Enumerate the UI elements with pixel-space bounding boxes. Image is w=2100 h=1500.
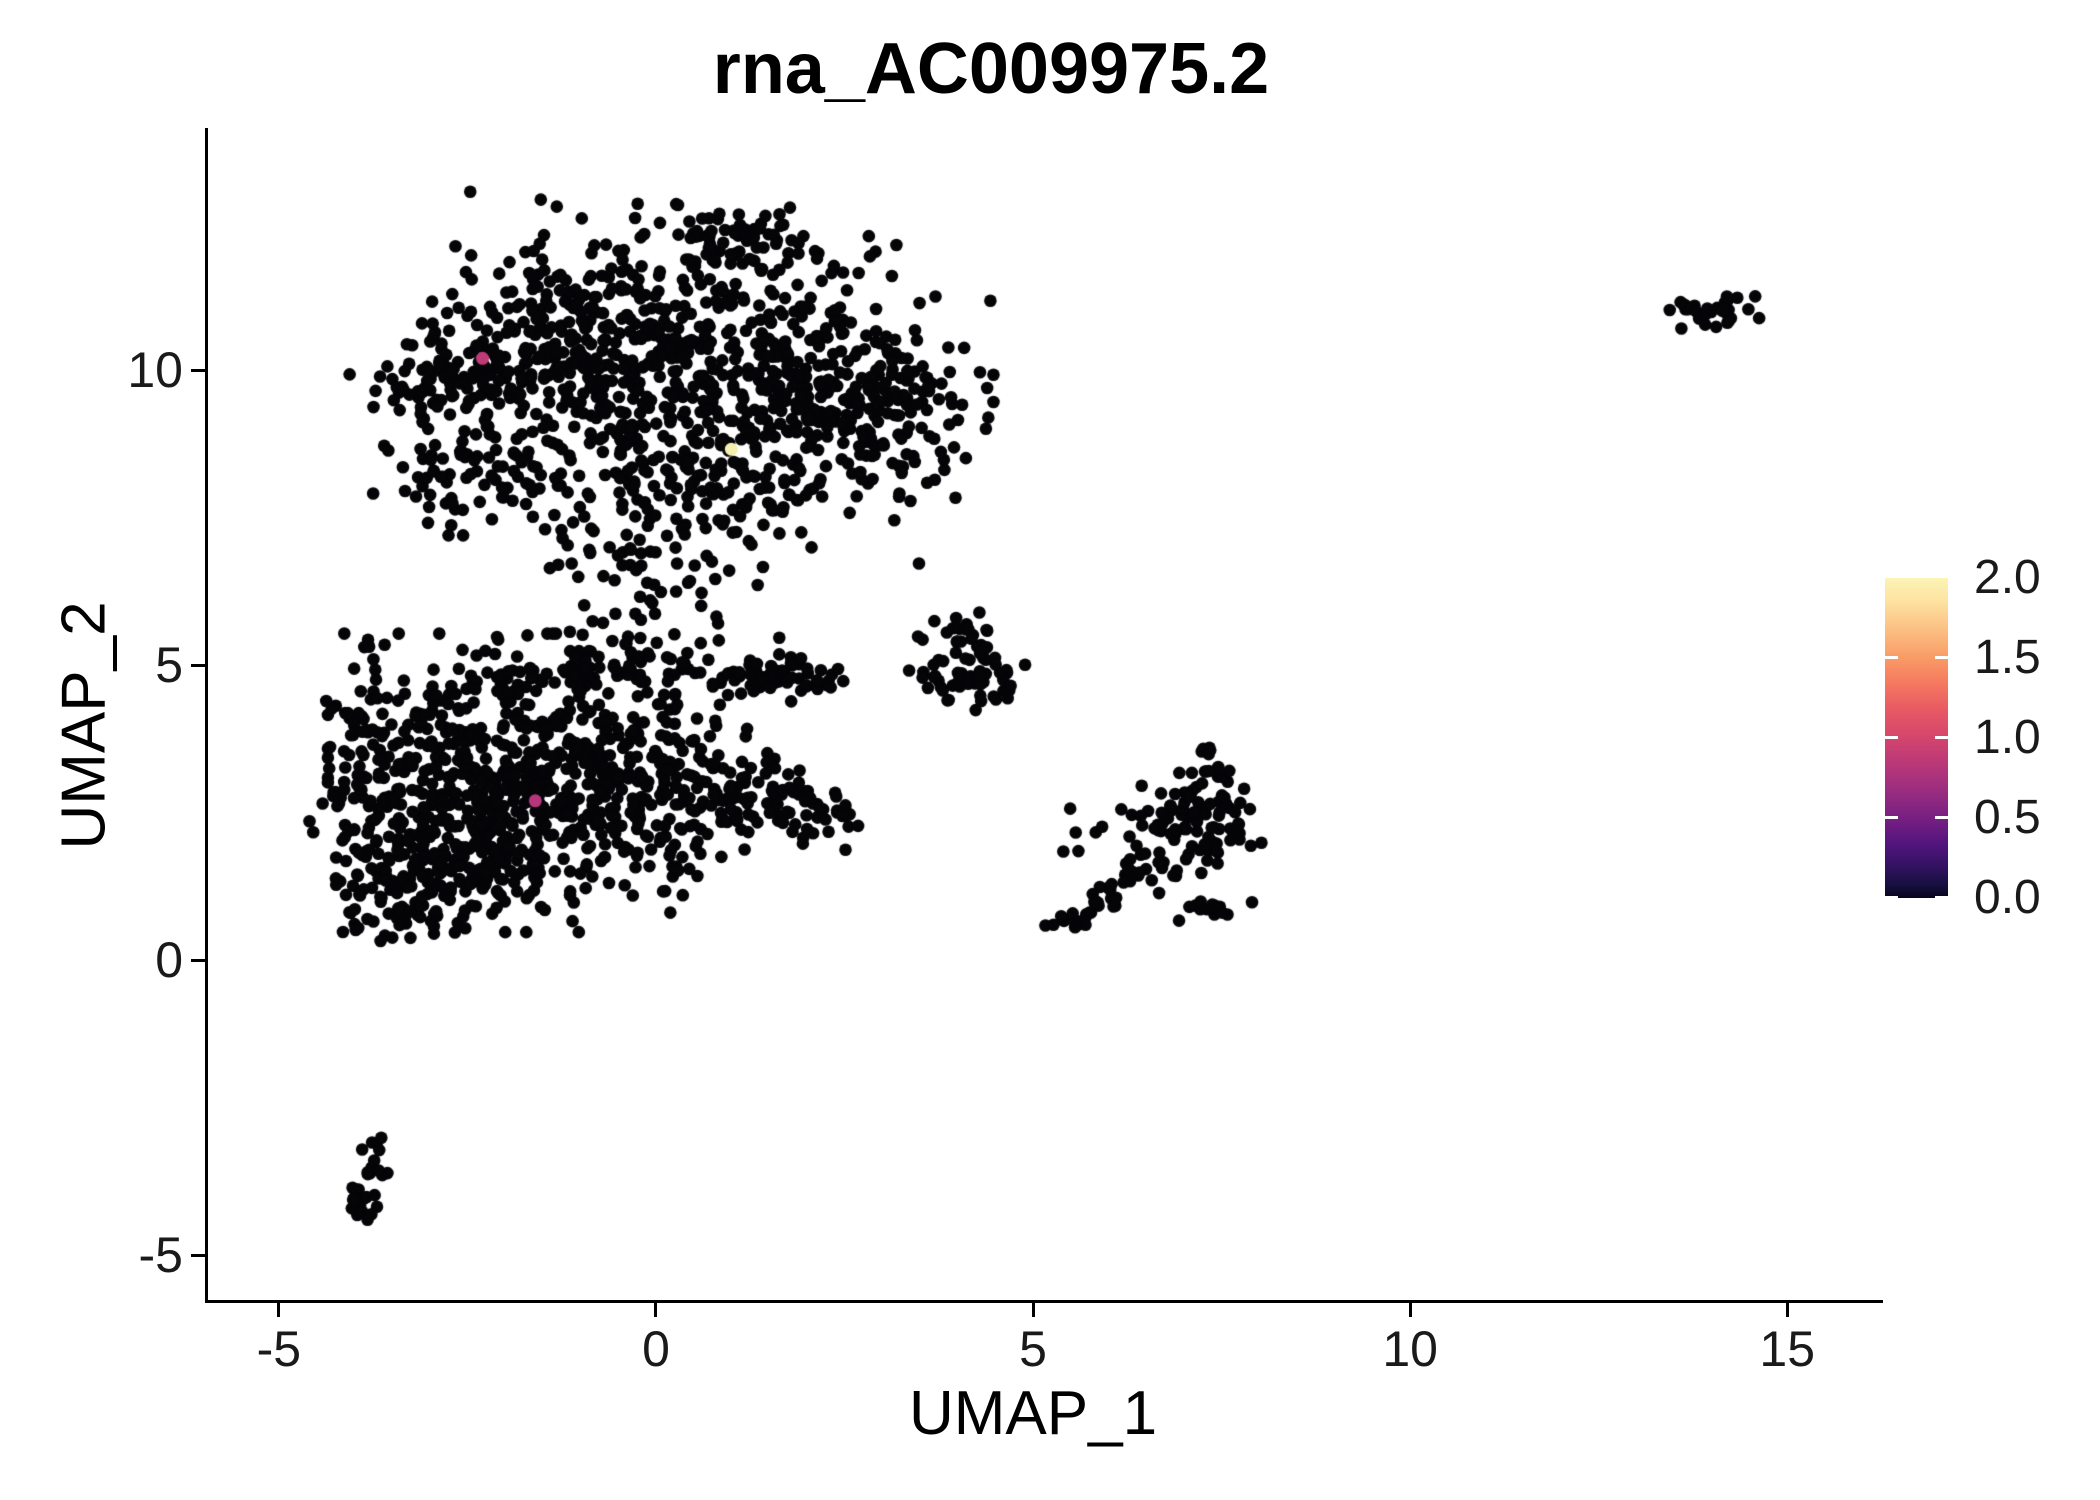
x-tick-mark xyxy=(1408,1303,1412,1317)
x-tick-mark xyxy=(277,1303,281,1317)
plot-title: rna_AC009975.2 xyxy=(712,29,1270,109)
colorbar-label: 1.5 xyxy=(1974,631,2041,684)
colorbar-tick-right xyxy=(1935,656,1948,659)
x-axis-line xyxy=(205,1300,1883,1303)
colorbar-label: 0.0 xyxy=(1974,871,2041,924)
x-tick-mark xyxy=(654,1303,658,1317)
y-tick-mark xyxy=(191,1253,205,1257)
x-tick-mark xyxy=(1785,1303,1789,1317)
colorbar-label: 0.5 xyxy=(1974,791,2041,844)
y-tick-label: -5 xyxy=(138,1227,183,1284)
y-axis-title: UMAP_2 xyxy=(49,601,119,850)
y-tick-mark xyxy=(191,663,205,667)
y-tick-label: 5 xyxy=(155,637,183,694)
x-axis-title: UMAP_1 xyxy=(908,1379,1158,1448)
y-tick-mark xyxy=(191,368,205,372)
colorbar-tick-right xyxy=(1935,816,1948,819)
x-tick-label: 15 xyxy=(1759,1321,1816,1377)
colorbar-tick-right xyxy=(1935,736,1948,739)
y-tick-label: 0 xyxy=(155,932,183,989)
x-tick-label: 0 xyxy=(642,1321,670,1377)
x-tick-label: 10 xyxy=(1382,1321,1438,1377)
colorbar-tick-left xyxy=(1885,896,1898,899)
x-tick-label: -5 xyxy=(256,1321,302,1377)
colorbar-tick-right xyxy=(1935,896,1948,899)
colorbar-tick-left xyxy=(1885,816,1898,819)
x-tick-mark xyxy=(1031,1303,1035,1317)
y-axis-line xyxy=(205,128,208,1303)
y-tick-mark xyxy=(191,958,205,962)
x-tick-label: 5 xyxy=(1019,1321,1047,1377)
colorbar-tick-left xyxy=(1885,656,1898,659)
colorbar-tick-left xyxy=(1885,736,1898,739)
colorbar-label: 2.0 xyxy=(1974,551,2041,604)
y-tick-label: 10 xyxy=(127,342,183,399)
scatter-points-canvas xyxy=(208,130,1880,1300)
colorbar-label: 1.0 xyxy=(1974,711,2041,764)
